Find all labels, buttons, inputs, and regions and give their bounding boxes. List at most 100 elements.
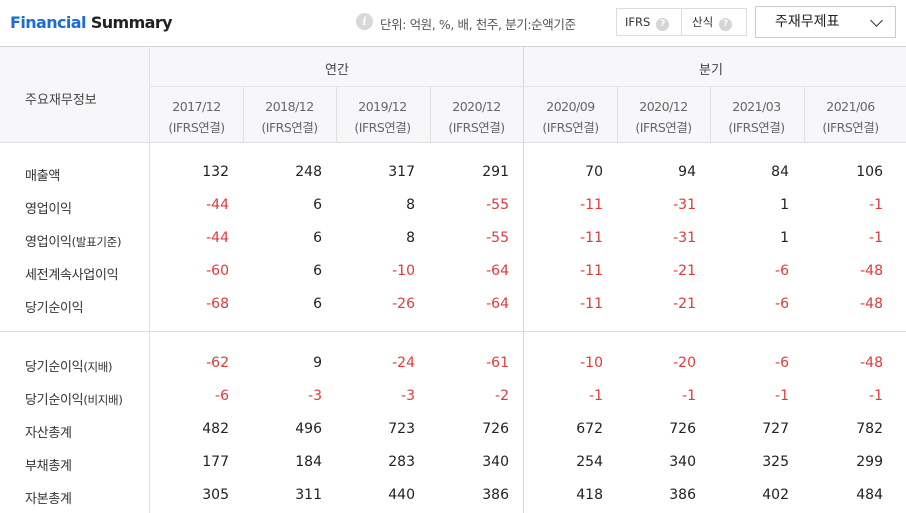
- table-cell: -21: [673, 296, 696, 312]
- table-cell: 726: [482, 421, 509, 437]
- column-header: 2018/12 (IFRS연결): [243, 96, 336, 138]
- row-label-sub: (지배): [83, 360, 113, 374]
- column-divider: [430, 86, 431, 143]
- calc-label: 산식: [692, 15, 714, 29]
- table-cell: -11: [580, 263, 603, 279]
- table-cell: 726: [669, 421, 696, 437]
- table-cell: -6: [215, 388, 229, 404]
- table-cell: 317: [388, 164, 415, 180]
- row-label-text: 매출액: [25, 169, 60, 184]
- column-period: 2019/12: [358, 99, 407, 114]
- ifrs-calc-toggle: IFRS? 산식?: [616, 8, 747, 36]
- table-cell: 132: [202, 164, 229, 180]
- column-divider: [149, 46, 150, 513]
- table-cell: 727: [762, 421, 789, 437]
- row-label: 영업이익(발표기준): [25, 231, 121, 250]
- table-cell: 402: [762, 487, 789, 503]
- table-cell: -60: [206, 263, 229, 279]
- column-header: 2019/12 (IFRS연결): [336, 96, 429, 138]
- row-label: 당기순이익(지배): [25, 356, 113, 375]
- table-cell: -44: [206, 197, 229, 213]
- row-label: 영업이익: [25, 198, 72, 217]
- table-cell: -2: [495, 388, 509, 404]
- table-cell: -3: [401, 388, 415, 404]
- table-cell: 672: [576, 421, 603, 437]
- table-cell: -31: [673, 230, 696, 246]
- table-cell: -26: [392, 296, 415, 312]
- dropdown-selected-value: 주재무제표: [775, 14, 840, 30]
- column-period: 2018/12: [265, 99, 314, 114]
- column-divider: [710, 86, 711, 143]
- group-annual-label: 연간: [325, 63, 349, 78]
- column-header: 2021/06 (IFRS연결): [804, 96, 897, 138]
- row-label-sub: (비지배): [83, 393, 123, 407]
- table-cell: -68: [206, 296, 229, 312]
- column-basis: (IFRS연결): [168, 120, 225, 135]
- ifrs-toggle-option[interactable]: IFRS?: [625, 9, 670, 35]
- table-cell: 6: [313, 296, 322, 312]
- table-cell: -1: [589, 388, 603, 404]
- column-basis: (IFRS연결): [542, 120, 599, 135]
- table-cell: 386: [669, 487, 696, 503]
- row-label-text: 자본총계: [25, 492, 72, 507]
- group-quarterly-label: 분기: [699, 63, 723, 78]
- table-cell: 8: [406, 197, 415, 213]
- calc-toggle-option[interactable]: 산식?: [692, 9, 733, 35]
- table-cell: 440: [388, 487, 415, 503]
- table-cell: 484: [856, 487, 883, 503]
- table-cell: 94: [678, 164, 696, 180]
- column-period: 2021/06: [826, 99, 875, 114]
- row-label: 자산총계: [25, 422, 72, 441]
- table-cell: -1: [682, 388, 696, 404]
- page-title: Financial Summary: [10, 13, 173, 32]
- table-cell: -64: [486, 296, 509, 312]
- table-cell: 84: [771, 164, 789, 180]
- table-cell: 184: [295, 454, 322, 470]
- financial-summary-table: 주요재무정보 연간 분기 2017/12 (IFRS연결) 2018/12 (IFRS…: [0, 46, 906, 513]
- help-icon[interactable]: ?: [719, 18, 733, 31]
- column-basis: (IFRS연결): [354, 120, 411, 135]
- table-cell: 248: [295, 164, 322, 180]
- info-icon[interactable]: i: [356, 13, 373, 30]
- table-cell: -44: [206, 230, 229, 246]
- toggle-divider: [681, 9, 682, 35]
- table-cell: -3: [308, 388, 322, 404]
- table-cell: -10: [392, 263, 415, 279]
- statement-type-dropdown[interactable]: 주재무제표: [755, 6, 896, 38]
- help-icon[interactable]: ?: [656, 18, 670, 31]
- column-basis: (IFRS연결): [728, 120, 785, 135]
- column-period: 2020/12: [639, 99, 688, 114]
- table-cell: 482: [202, 421, 229, 437]
- table-cell: 6: [313, 263, 322, 279]
- table-cell: -21: [673, 263, 696, 279]
- table-cell: 305: [202, 487, 229, 503]
- table-cell: -64: [486, 263, 509, 279]
- table-cell: -48: [860, 355, 883, 371]
- row-label: 당기순이익: [25, 297, 84, 316]
- row-header-label: 주요재무정보: [25, 93, 97, 108]
- column-header: 2020/12 (IFRS연결): [617, 96, 710, 138]
- table-cell: 291: [482, 164, 509, 180]
- table-cell: 386: [482, 487, 509, 503]
- row-label: 세전계속사업이익: [25, 264, 119, 283]
- chevron-down-icon: [870, 14, 883, 27]
- column-header: 2021/03 (IFRS연결): [710, 96, 803, 138]
- column-period: 2020/09: [546, 99, 595, 114]
- row-label: 매출액: [25, 165, 60, 184]
- table-cell: -11: [580, 296, 603, 312]
- column-basis: (IFRS연결): [635, 120, 692, 135]
- table-cell: 106: [856, 164, 883, 180]
- ifrs-label: IFRS: [625, 15, 651, 29]
- column-divider: [617, 86, 618, 143]
- table-cell: 283: [388, 454, 415, 470]
- column-period: 2021/03: [732, 99, 781, 114]
- row-label-text: 당기순이익: [25, 301, 84, 316]
- table-cell: -48: [860, 296, 883, 312]
- row-label: 부채총계: [25, 455, 72, 474]
- table-cell: -10: [580, 355, 603, 371]
- table-cell: -11: [580, 230, 603, 246]
- column-basis: (IFRS연결): [822, 120, 879, 135]
- table-cell: 254: [576, 454, 603, 470]
- table-cell: -55: [486, 230, 509, 246]
- table-cell: 418: [576, 487, 603, 503]
